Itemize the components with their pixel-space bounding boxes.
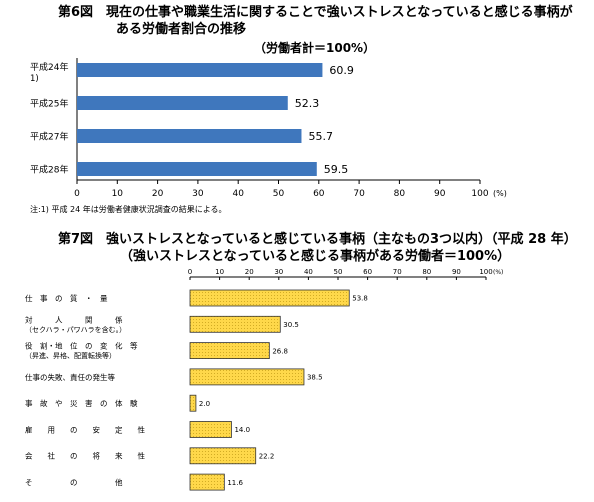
- fig6-bar: [77, 129, 302, 143]
- fig7-value-label: 22.2: [259, 452, 275, 460]
- fig6-x-tick-label: 40: [232, 189, 244, 199]
- fig6-x-tick-label: 80: [394, 189, 406, 199]
- fig6-x-tick-label: 30: [192, 189, 204, 199]
- fig7-title-line1: 第7図 強いストレスとなっていると感じている事柄（主なもの3つ以内）（平成 28…: [58, 232, 577, 247]
- fig6-x-tick-label: 70: [353, 189, 365, 199]
- fig6-title-line2: ある労働者割合の推移: [116, 22, 247, 37]
- fig6-note: 注:1) 平成 24 年は労働者健康状況調査の結果による。: [30, 205, 227, 214]
- fig6-x-tick-label: 60: [313, 189, 325, 199]
- fig7-category-label: そ の 他: [25, 477, 123, 487]
- fig7-unit-label: (%): [493, 269, 503, 276]
- fig6-x-tick-label: 100: [471, 189, 488, 199]
- fig7-value-label: 38.5: [307, 374, 323, 382]
- fig6-value-label: 59.5: [324, 163, 349, 176]
- fig7-x-tick-label: 50: [334, 268, 343, 276]
- fig7-category-label: 事 故 や 災 害 の 体 験: [25, 398, 138, 408]
- fig7-category-label: 役 割・地 位 の 変 化 等: [25, 341, 138, 351]
- fig7-x-tick-label: 60: [363, 268, 372, 276]
- fig6-value-label: 60.9: [329, 64, 354, 77]
- fig6-x-tick-label: 50: [273, 189, 285, 199]
- fig6-x-tick-label: 10: [112, 189, 124, 199]
- fig7-x-tick-label: 20: [245, 268, 254, 276]
- fig6-category-label: 平成27年: [30, 130, 68, 142]
- fig7-value-label: 30.5: [283, 321, 299, 329]
- fig7-value-label: 26.8: [272, 347, 288, 355]
- fig7-category-label: （セクハラ・パワハラを含む。）: [25, 325, 126, 334]
- fig6-value-label: 52.3: [295, 97, 320, 110]
- fig7-value-label: 14.0: [234, 426, 250, 434]
- fig7-bar: [189, 447, 257, 465]
- fig6-title-line1: 第6図 現在の仕事や職業生活に関することで強いストレスとなっていると感じる事柄が: [58, 5, 573, 20]
- fig7-x-tick-label: 40: [304, 268, 313, 276]
- fig7-category-label: 対 人 関 係: [25, 314, 123, 324]
- fig7-x-tick-label: 80: [422, 268, 431, 276]
- fig7-category-label: （昇進、昇格、配置転換等）: [25, 351, 116, 360]
- fig7-category-label: 仕 事 の 質 ・ 量: [25, 293, 108, 303]
- fig7-category-label: 仕事の失敗、責任の発生等: [25, 372, 115, 382]
- fig6-bar: [77, 96, 288, 110]
- fig7-category-label: 雇 用 の 安 定 性: [25, 424, 145, 434]
- fig7-bar: [189, 368, 305, 386]
- fig7-chart: 0 10 20 30 40 50 60 70 80 90 100 (%) 53.8 仕 事 の 質 ・ 量…: [25, 268, 503, 491]
- fig7-value-label: 11.6: [227, 479, 243, 487]
- fig6-bar: [77, 63, 323, 77]
- fig6-category-label: 1): [30, 74, 39, 84]
- fig6-bar: [77, 162, 317, 176]
- fig6-category-label: 平成24年: [30, 61, 68, 73]
- fig7-x-tick-label: 100: [479, 268, 492, 276]
- fig6-x-tick-label: 0: [74, 189, 80, 199]
- fig6-unit-label: (%): [493, 189, 507, 198]
- fig6-x-tick-label: 90: [434, 189, 446, 199]
- fig7-category-label: 会 社 の 将 来 性: [25, 451, 145, 461]
- fig7-bar: [189, 289, 350, 307]
- fig7-bar: [189, 394, 197, 412]
- fig7-x-tick-label: 90: [452, 268, 461, 276]
- fig6-subtitle: （労働者計＝100%）: [254, 41, 376, 55]
- fig7-x-tick-label: 10: [215, 268, 224, 276]
- fig7-bar: [189, 342, 270, 360]
- fig7-x-tick-label: 30: [274, 268, 283, 276]
- fig7-bar: [189, 473, 225, 491]
- fig6-value-label: 55.7: [308, 130, 333, 143]
- fig7-value-label: 2.0: [199, 400, 210, 408]
- fig6-category-label: 平成25年: [30, 97, 68, 109]
- fig7-bar: [189, 315, 281, 333]
- fig6-x-tick-label: 20: [152, 189, 164, 199]
- fig7-value-label: 53.8: [352, 295, 368, 303]
- fig7-x-tick-label: 0: [188, 268, 192, 276]
- fig7-title-line2: （強いストレスとなっていると感じる事柄がある労働者＝100%）: [120, 249, 511, 264]
- fig7-x-tick-label: 70: [393, 268, 402, 276]
- fig7-bar: [189, 421, 232, 438]
- fig6-category-label: 平成28年: [30, 163, 68, 175]
